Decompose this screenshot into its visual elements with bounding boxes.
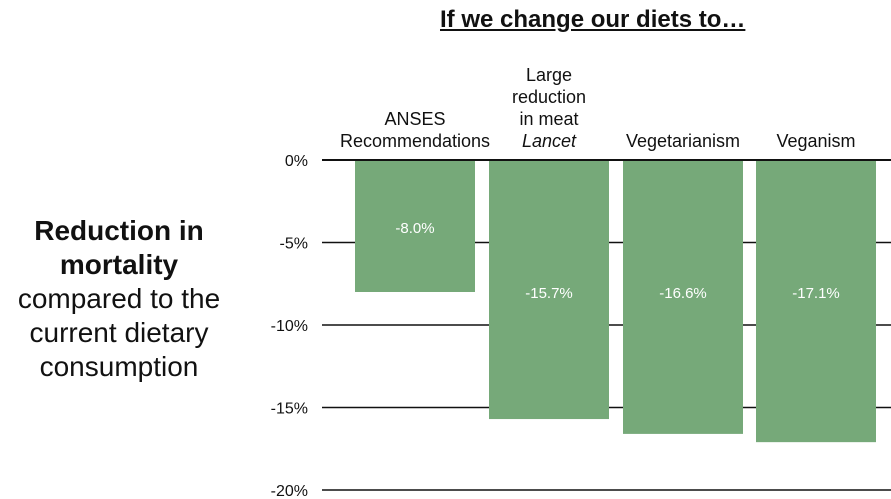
bar — [623, 161, 743, 434]
y-axis-label: Reduction in mortality compared to the c… — [0, 214, 238, 384]
y-tick-label: -20% — [271, 483, 308, 499]
chart-title: If we change our diets to… — [440, 6, 746, 33]
y-tick-label: -10% — [271, 318, 308, 335]
bar — [355, 161, 475, 292]
y-tick-label: 0% — [285, 153, 308, 170]
y-axis-label-bold: Reduction in mortality — [34, 215, 204, 280]
data-label: -16.6% — [659, 285, 707, 302]
bar — [756, 161, 876, 443]
category-label: Lancet — [522, 131, 577, 151]
data-label: -8.0% — [395, 220, 434, 237]
data-label: -17.1% — [792, 285, 840, 302]
category-label: Veganism — [776, 131, 855, 151]
y-tick-label: -5% — [280, 236, 308, 253]
bar — [489, 161, 609, 420]
data-label: -15.7% — [525, 285, 573, 302]
category-label: Vegetarianism — [626, 131, 740, 151]
category-label: Large — [526, 65, 572, 85]
category-label: ANSES — [384, 109, 445, 129]
y-tick-label: -15% — [271, 401, 308, 418]
category-label: in meat — [519, 109, 578, 129]
category-label: Recommendations — [340, 131, 490, 151]
y-axis-label-text: compared to the current dietary consumpt… — [17, 283, 221, 382]
category-label: reduction — [512, 87, 586, 107]
